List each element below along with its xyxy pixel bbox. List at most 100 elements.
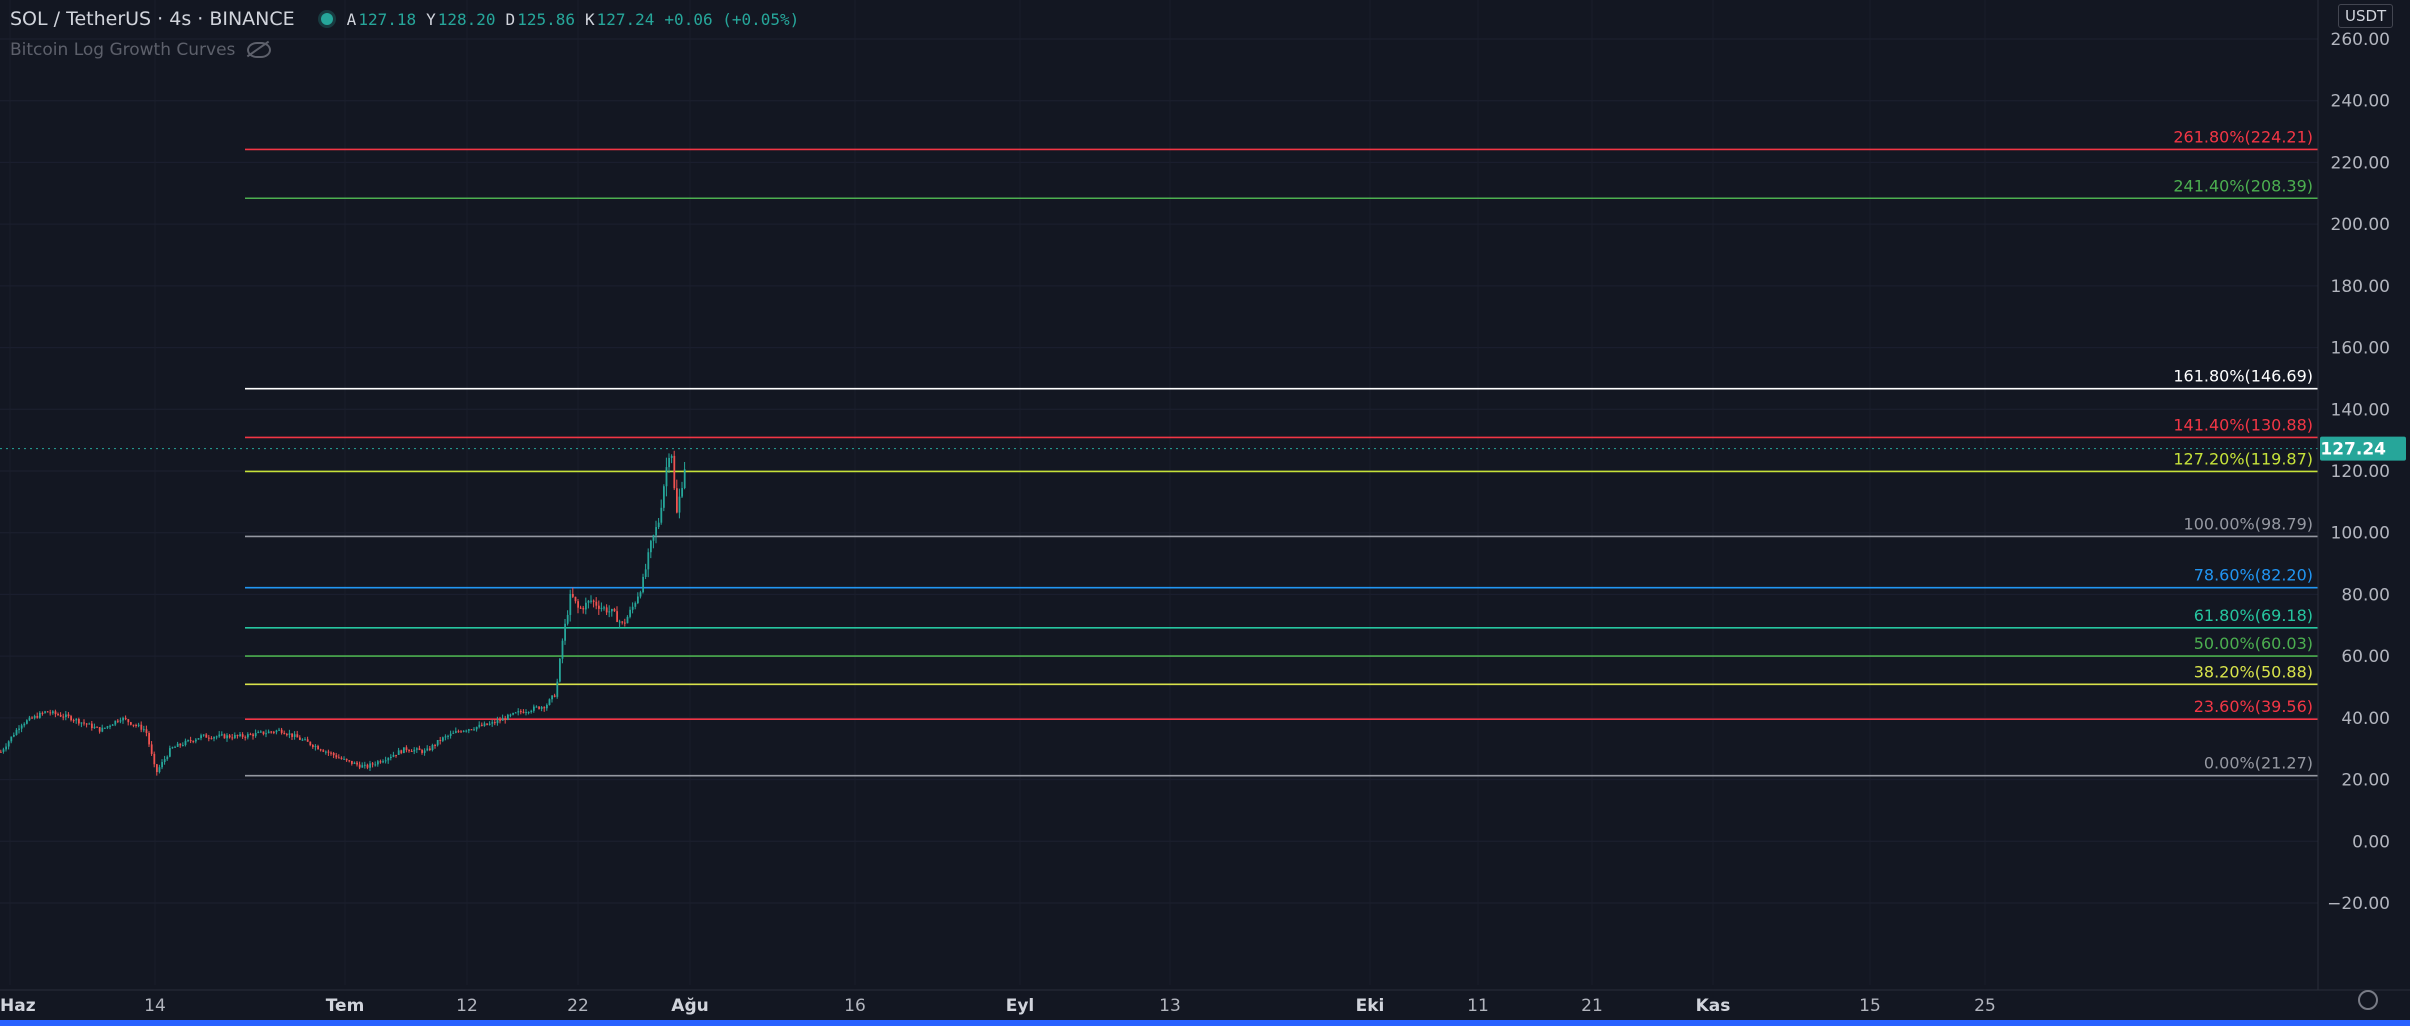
candle-body bbox=[221, 734, 223, 736]
candle-body bbox=[579, 607, 582, 609]
candle-body bbox=[605, 607, 608, 613]
candle-body bbox=[670, 455, 673, 458]
indicator-legend[interactable]: Bitcoin Log Growth Curves bbox=[10, 40, 272, 60]
candle-body bbox=[449, 733, 452, 736]
candle-body bbox=[293, 734, 296, 737]
x-tick-label: 13 bbox=[1159, 996, 1181, 1016]
candle-body bbox=[109, 725, 111, 727]
candle-body bbox=[530, 710, 533, 713]
fib-level-label: 50.00%(60.03) bbox=[2194, 634, 2313, 653]
candle-body bbox=[473, 729, 475, 731]
candle-body bbox=[377, 761, 379, 765]
candle-body bbox=[135, 724, 137, 726]
candle-body bbox=[481, 724, 483, 726]
candle-body bbox=[304, 739, 306, 741]
y-tick-label: 200.00 bbox=[2331, 215, 2390, 235]
candle-body bbox=[254, 732, 257, 737]
candle-body bbox=[616, 611, 618, 622]
candle-body bbox=[327, 751, 330, 753]
candle-body bbox=[460, 731, 462, 733]
y-tick-label: 60.00 bbox=[2341, 647, 2390, 667]
candle-body bbox=[26, 720, 28, 724]
candle-body bbox=[343, 758, 345, 760]
settings-gear-icon[interactable] bbox=[2358, 990, 2378, 1010]
y-tick-label: 40.00 bbox=[2341, 709, 2390, 729]
candle-body bbox=[234, 735, 236, 738]
candle-body bbox=[205, 734, 208, 738]
candle-body bbox=[28, 717, 31, 721]
fib-level-label: 261.80%(224.21) bbox=[2173, 127, 2313, 146]
candle-body bbox=[184, 740, 187, 746]
candle-body bbox=[491, 722, 494, 724]
candle-body bbox=[494, 722, 496, 724]
candle-body bbox=[559, 658, 561, 682]
candle-body bbox=[564, 623, 566, 641]
candle-body bbox=[197, 738, 200, 740]
candle-body bbox=[7, 741, 10, 747]
candle-body bbox=[642, 576, 644, 593]
fib-level-label: 100.00%(98.79) bbox=[2184, 514, 2313, 533]
x-tick-label: Eyl bbox=[1006, 996, 1035, 1016]
hidden-eye-icon[interactable] bbox=[247, 42, 272, 58]
candle-body bbox=[444, 736, 447, 738]
fib-level-label: 127.20%(119.87) bbox=[2173, 449, 2313, 468]
candle-body bbox=[202, 734, 205, 736]
y-tick-label: 260.00 bbox=[2331, 30, 2390, 50]
candle-body bbox=[13, 734, 15, 737]
ohlc-key: A bbox=[346, 9, 357, 29]
candle-body bbox=[31, 717, 33, 719]
candle-body bbox=[275, 730, 278, 733]
candle-body bbox=[2, 749, 5, 752]
candle-body bbox=[358, 764, 361, 768]
x-tick-label: 14 bbox=[144, 996, 166, 1016]
candle-body bbox=[533, 706, 535, 711]
candle-body bbox=[98, 727, 101, 732]
candle-body bbox=[145, 729, 148, 733]
candle-body bbox=[33, 715, 36, 719]
candle-body bbox=[226, 735, 228, 739]
candle-body bbox=[387, 758, 390, 761]
candle-body bbox=[158, 767, 161, 773]
candle-body bbox=[231, 737, 234, 739]
candle-body bbox=[213, 737, 215, 739]
candle-body bbox=[210, 738, 213, 740]
candle-body bbox=[249, 734, 252, 736]
ohlc-key: K bbox=[584, 9, 595, 29]
symbol-title[interactable]: SOL / TetherUS · 4s · BINANCE bbox=[10, 8, 295, 30]
candle-body bbox=[431, 744, 434, 751]
y-tick-label: 180.00 bbox=[2331, 277, 2390, 297]
candle-body bbox=[44, 711, 46, 713]
candle-body bbox=[309, 741, 312, 745]
candle-body bbox=[93, 726, 96, 729]
y-tick-label: 100.00 bbox=[2331, 524, 2390, 544]
y-tick-label: 120.00 bbox=[2331, 462, 2390, 482]
candle-body bbox=[189, 740, 192, 742]
candle-body bbox=[20, 725, 23, 729]
candle-body bbox=[119, 720, 122, 722]
candle-body bbox=[286, 734, 288, 736]
candle-body bbox=[348, 760, 351, 762]
candle-body bbox=[525, 712, 527, 714]
candle-body bbox=[486, 723, 488, 725]
candle-body bbox=[200, 735, 202, 739]
candle-body bbox=[384, 760, 387, 762]
candle-body bbox=[600, 607, 603, 609]
candle-body bbox=[423, 750, 426, 753]
candle-body bbox=[127, 719, 130, 723]
candle-body bbox=[644, 569, 647, 577]
y-tick-label: 160.00 bbox=[2331, 339, 2390, 359]
currency-button[interactable]: USDT bbox=[2338, 4, 2394, 28]
candle-body bbox=[301, 739, 304, 741]
candle-body bbox=[270, 731, 273, 733]
candle-body bbox=[595, 601, 598, 606]
ohlc-value: 125.86 bbox=[517, 9, 575, 29]
candle-body bbox=[322, 750, 325, 752]
candle-body bbox=[598, 605, 600, 609]
candle-body bbox=[434, 744, 436, 746]
y-tick-label: 220.00 bbox=[2331, 153, 2390, 173]
candle-body bbox=[345, 758, 348, 761]
candle-body bbox=[187, 740, 189, 742]
candle-body bbox=[319, 749, 322, 751]
fib-level-label: 61.80%(69.18) bbox=[2194, 606, 2313, 625]
